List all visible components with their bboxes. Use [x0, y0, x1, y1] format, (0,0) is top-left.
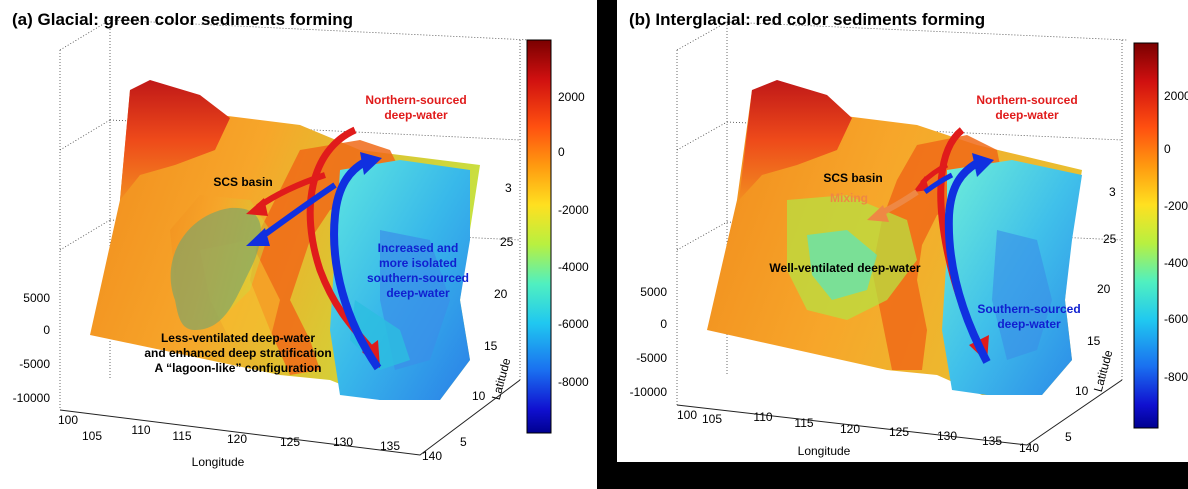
- colorbar-tick: -600: [1164, 312, 1188, 326]
- y-tick: 3: [1109, 185, 1116, 199]
- y-tick: 5: [1065, 430, 1072, 444]
- z-tick: -10000: [630, 385, 668, 399]
- x-tick: 110: [753, 410, 772, 424]
- x-tick: 125: [889, 425, 909, 439]
- colorbar-tick: -2000: [558, 203, 589, 217]
- x-axis-label: Longitude: [192, 455, 245, 469]
- annotations: Northern-sourced deep-water SCS basin Inc…: [144, 93, 469, 375]
- y-axis-ticks: 5 10 15 20 25 3: [1065, 185, 1117, 444]
- z-tick: 0: [43, 323, 50, 337]
- axes-box-solid: [59, 379, 521, 456]
- x-axis-ticks: 100 105 110 115 120 125 130 135 140: [677, 408, 1039, 455]
- x-tick: 140: [1019, 441, 1039, 455]
- basin-label: SCS basin: [213, 175, 272, 189]
- x-tick: 135: [982, 434, 1002, 448]
- x-tick: 105: [82, 429, 102, 443]
- northern-branch-arrow-head: [913, 176, 929, 192]
- southern-label: Southern-sourced deep-water: [977, 302, 1080, 331]
- southern-arrow: [944, 159, 991, 364]
- y-axis-label: Latitude: [489, 356, 514, 401]
- y-tick: 25: [1103, 232, 1117, 246]
- southern-arrow-head: [360, 152, 382, 175]
- y-tick: 5: [460, 435, 467, 449]
- x-tick: 120: [227, 432, 247, 446]
- z-tick: 5000: [23, 291, 50, 305]
- southern-arrow-head: [972, 153, 994, 177]
- y-axis-ticks: 5 10 15 20 25 3: [460, 181, 514, 449]
- y-tick: 10: [472, 389, 486, 403]
- southern-branch-arrow: [923, 172, 954, 195]
- y-tick: 20: [1097, 282, 1111, 296]
- colorbar-tick: -6000: [558, 317, 589, 331]
- mixing-arrow-head: [867, 205, 889, 222]
- panel-title: (a) Glacial: green color sediments formi…: [12, 10, 354, 29]
- colorbar-tick: -800: [1164, 370, 1188, 384]
- z-tick: 0: [660, 317, 667, 331]
- x-tick: 115: [172, 429, 191, 443]
- y-tick: 10: [1075, 384, 1089, 398]
- colorbar-tick: 0: [558, 145, 565, 159]
- terrain-figure: Northern-sourced deep-water SCS basin Mix…: [630, 21, 1188, 458]
- panel-interglacial: (b) Interglacial: red color sediments fo…: [617, 0, 1188, 462]
- z-tick: 5000: [640, 285, 667, 299]
- panel-glacial: (a) Glacial: green color sediments formi…: [0, 0, 597, 489]
- colorbar-tick: 2000: [1164, 89, 1188, 103]
- southern-branch-arrow-head: [246, 228, 270, 246]
- x-tick: 105: [702, 412, 722, 426]
- annotations: Northern-sourced deep-water SCS basin Mix…: [769, 93, 1080, 331]
- colorbar-tick: 0: [1164, 142, 1171, 156]
- colorbar-tick: -400: [1164, 256, 1188, 270]
- terrain-figure: Northern-sourced deep-water SCS basin Inc…: [13, 19, 589, 469]
- x-axis-label: Longitude: [798, 444, 851, 458]
- x-tick: 130: [333, 435, 353, 449]
- x-tick: 100: [677, 408, 697, 422]
- circulation-arrows: [246, 126, 382, 371]
- colorbar-tick: -4000: [558, 260, 589, 274]
- bathymetry-surface: [707, 80, 1082, 395]
- x-tick: 130: [937, 429, 957, 443]
- x-tick: 110: [131, 423, 150, 437]
- z-tick: -10000: [13, 391, 51, 405]
- x-tick: 125: [280, 435, 300, 449]
- bottom-label: Less-ventilated deep-water and enhanced d…: [144, 331, 331, 375]
- y-tick: 25: [500, 235, 514, 249]
- northern-branch-arrow-head: [246, 198, 268, 216]
- circulation-arrows: [867, 127, 994, 364]
- z-axis-ticks: 5000 0 -5000 -10000: [13, 291, 51, 405]
- x-tick: 140: [422, 449, 442, 463]
- axes-box-solid: [676, 379, 1123, 446]
- southern-arrow: [330, 158, 382, 371]
- southern-label: Increased and more isolated southern-sourc…: [367, 241, 469, 300]
- ventilated-label: Well-ventilated deep-water: [769, 261, 920, 275]
- x-axis-ticks: 100 105 110 115 120 125 130 135 140: [58, 413, 442, 463]
- northern-label: Northern-sourced deep-water: [976, 93, 1077, 122]
- mixing-label: Mixing: [830, 191, 868, 205]
- colorbar: 2000 0 -2000 -4000 -6000 -8000: [526, 39, 589, 434]
- colorbar: 2000 0 -200 -400 -600 -800: [1133, 42, 1188, 429]
- x-tick: 100: [58, 413, 78, 427]
- y-tick: 15: [1087, 334, 1101, 348]
- z-tick: -5000: [636, 351, 667, 365]
- y-tick: 15: [484, 339, 498, 353]
- colorbar-tick: -8000: [558, 375, 589, 389]
- z-axis-ticks: 5000 0 -5000 -10000: [630, 285, 668, 399]
- z-tick: -5000: [19, 357, 50, 371]
- lagoon-overlay: [170, 207, 262, 330]
- panel-title: (b) Interglacial: red color sediments fo…: [629, 10, 986, 29]
- colorbar-tick: -200: [1164, 199, 1188, 213]
- southern-branch-arrow: [258, 182, 337, 241]
- x-tick: 135: [380, 439, 400, 453]
- colorbar-tick: 2000: [558, 90, 585, 104]
- x-tick: 115: [794, 416, 813, 430]
- northern-label: Northern-sourced deep-water: [365, 93, 466, 122]
- basin-label: SCS basin: [823, 171, 882, 185]
- y-tick: 20: [494, 287, 508, 301]
- y-tick: 3: [505, 181, 512, 195]
- x-tick: 120: [840, 422, 860, 436]
